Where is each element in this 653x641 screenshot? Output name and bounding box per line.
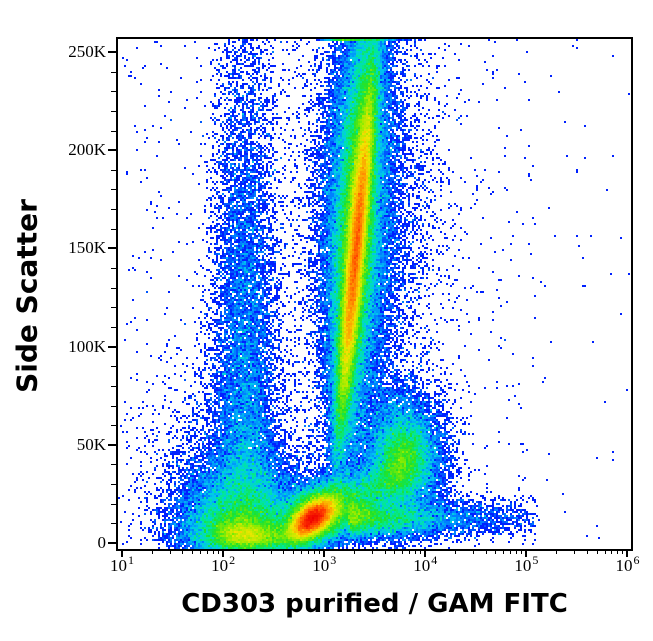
y-major-tick: [108, 247, 116, 250]
y-major-tick: [108, 51, 116, 53]
x-tick-label: 102: [211, 553, 236, 575]
x-major-tick: [120, 550, 123, 557]
x-minor-tick: [283, 550, 285, 554]
y-tick-label: 250K: [68, 42, 106, 61]
y-minor-tick: [111, 405, 116, 407]
x-minor-tick: [354, 550, 356, 554]
x-minor-tick: [604, 550, 606, 554]
x-major-tick: [524, 550, 527, 557]
y-minor-tick: [111, 326, 116, 328]
y-minor-tick: [111, 385, 116, 387]
y-tick-label: 100K: [68, 336, 106, 356]
x-major-tick: [626, 550, 628, 557]
x-minor-tick: [617, 550, 619, 554]
x-tick-label: 103: [312, 553, 337, 575]
y-minor-tick: [111, 307, 116, 309]
y-minor-tick: [111, 503, 116, 505]
x-minor-tick: [402, 550, 404, 554]
x-minor-tick: [301, 550, 303, 554]
x-minor-tick: [212, 550, 214, 554]
x-minor-tick: [596, 550, 598, 554]
x-minor-tick: [556, 550, 558, 554]
x-minor-tick: [169, 550, 171, 554]
x-tick-label: 105: [514, 553, 539, 575]
y-minor-tick: [111, 130, 116, 132]
x-minor-tick: [206, 550, 208, 554]
y-tick-label: 0: [97, 533, 107, 552]
x-tick-label: 101: [110, 553, 134, 575]
x-minor-tick: [586, 550, 588, 554]
x-major-tick: [322, 550, 325, 557]
x-minor-tick: [200, 550, 202, 554]
y-major-tick: [108, 542, 116, 544]
y-minor-tick: [111, 484, 116, 486]
x-minor-tick: [622, 550, 624, 554]
x-minor-tick: [384, 550, 386, 554]
x-minor-tick: [151, 550, 153, 554]
x-minor-tick: [319, 550, 321, 554]
x-minor-tick: [495, 550, 497, 554]
y-major-tick: [108, 443, 116, 446]
x-minor-tick: [253, 550, 255, 554]
x-minor-tick: [313, 550, 315, 554]
x-minor-tick: [473, 550, 475, 554]
x-tick-label: 104: [413, 553, 438, 575]
x-minor-tick: [409, 550, 411, 554]
x-minor-tick: [182, 550, 184, 554]
x-minor-tick: [516, 550, 518, 554]
y-tick-label: 150K: [68, 238, 106, 258]
x-axis-title: CD303 purified / GAM FITC: [181, 589, 568, 619]
y-minor-tick: [111, 464, 116, 466]
y-minor-tick: [111, 209, 116, 211]
y-minor-tick: [111, 425, 116, 427]
x-minor-tick: [420, 550, 422, 554]
x-major-tick: [423, 550, 426, 557]
y-minor-tick: [111, 169, 116, 171]
x-minor-tick: [574, 550, 576, 554]
x-tick-label: 106: [615, 553, 640, 575]
y-major-tick: [108, 149, 116, 152]
y-minor-tick: [111, 228, 116, 230]
y-axis-title: Side Scatter: [10, 199, 44, 393]
y-minor-tick: [111, 189, 116, 191]
x-minor-tick: [510, 550, 512, 554]
y-tick-label: 50K: [76, 434, 106, 454]
x-minor-tick: [394, 550, 396, 554]
x-minor-tick: [611, 550, 613, 554]
y-major-tick: [108, 345, 116, 348]
x-minor-tick: [455, 550, 457, 554]
y-tick-label: 200K: [68, 140, 106, 160]
x-minor-tick: [217, 550, 219, 554]
density-plot-canvas: [118, 39, 632, 549]
y-minor-tick: [111, 91, 116, 93]
x-minor-tick: [308, 550, 310, 554]
x-minor-tick: [485, 550, 487, 554]
y-minor-tick: [111, 366, 116, 368]
y-minor-tick: [111, 110, 116, 112]
y-minor-tick: [111, 523, 116, 525]
x-minor-tick: [192, 550, 194, 554]
x-minor-tick: [521, 550, 523, 554]
x-minor-tick: [270, 550, 272, 554]
x-minor-tick: [371, 550, 373, 554]
x-minor-tick: [293, 550, 295, 554]
x-major-tick: [221, 550, 224, 557]
y-minor-tick: [111, 71, 116, 73]
y-minor-tick: [111, 287, 116, 289]
x-minor-tick: [503, 550, 505, 554]
x-minor-tick: [415, 550, 416, 554]
y-minor-tick: [111, 268, 116, 270]
